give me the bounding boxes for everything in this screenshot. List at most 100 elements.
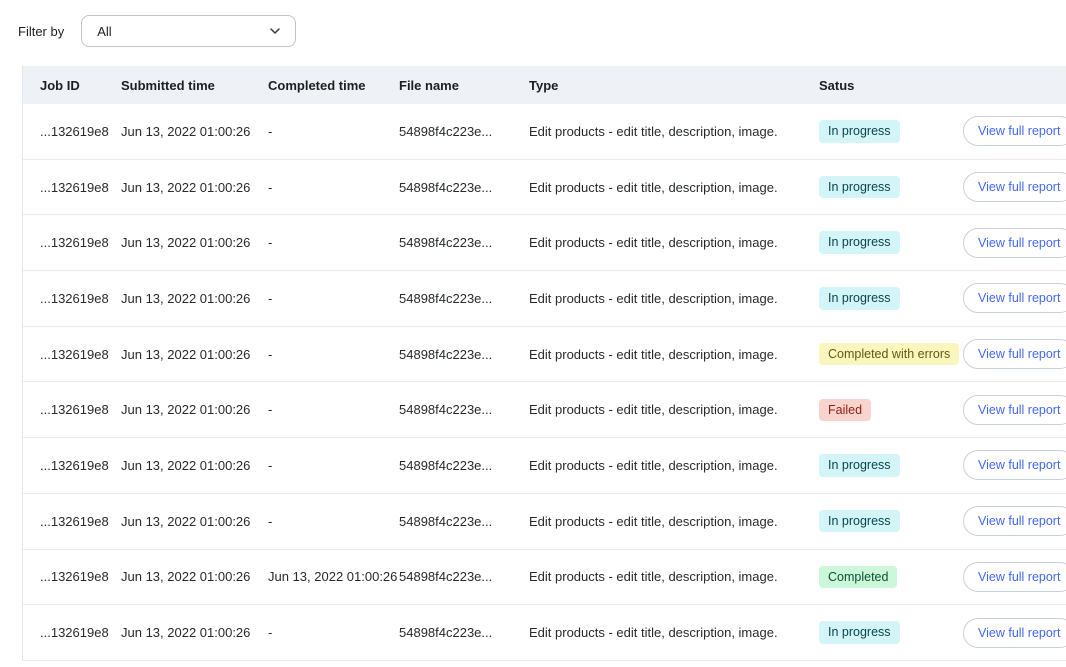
filter-by-label: Filter by: [18, 23, 65, 39]
status-cell: In progress: [819, 287, 963, 310]
file-name-cell: 54898f4c223e...: [399, 346, 493, 362]
submitted-time-cell: Jun 13, 2022 01:00:26: [121, 569, 251, 585]
status-cell: Completed with errors: [819, 342, 963, 366]
completed-time-cell: -: [268, 346, 273, 362]
type-cell: Edit products - edit title, description,…: [529, 346, 778, 362]
type-cell: Edit products - edit title, description,…: [529, 625, 778, 641]
actions-cell: View full report: [963, 283, 1066, 314]
file-name-cell: 54898f4c223e...: [399, 457, 493, 473]
status-cell: In progress: [819, 120, 963, 143]
status-badge: Failed: [819, 398, 872, 422]
status-cell: In progress: [819, 175, 963, 199]
actions-cell: View full report: [963, 506, 1066, 537]
table-row: ...132619e8 Jun 13, 2022 01:00:26 - 5489…: [23, 605, 1066, 661]
job-id-cell: ...132619e8: [40, 402, 109, 418]
column-header-job-id: Job ID: [40, 77, 80, 93]
view-full-report-button[interactable]: View full report: [963, 450, 1066, 481]
actions-cell: View full report: [963, 339, 1066, 370]
submitted-time-cell: Jun 13, 2022 01:00:26: [121, 290, 251, 306]
view-full-report-button[interactable]: View full report: [963, 283, 1066, 314]
job-id-cell: ...132619e8: [40, 513, 109, 529]
table-row: ...132619e8 Jun 13, 2022 01:00:26 Jun 13…: [23, 549, 1066, 606]
status-cell: In progress: [819, 454, 963, 477]
file-name-cell: 54898f4c223e...: [399, 123, 493, 139]
completed-time-cell: -: [268, 179, 273, 195]
completed-time-cell: -: [268, 625, 273, 641]
job-id-cell: ...132619e8: [40, 346, 109, 362]
column-header-submitted-time: Submitted time: [121, 77, 215, 93]
file-name-cell: 54898f4c223e...: [399, 179, 493, 195]
type-cell: Edit products - edit title, description,…: [529, 179, 778, 195]
view-full-report-button[interactable]: View full report: [963, 172, 1066, 203]
job-id-cell: ...132619e8: [40, 290, 109, 306]
column-header-file-name: File name: [399, 77, 459, 93]
table-row: ...132619e8 Jun 13, 2022 01:00:26 - 5489…: [23, 382, 1066, 439]
completed-time-cell: -: [268, 402, 273, 418]
submitted-time-cell: Jun 13, 2022 01:00:26: [121, 179, 251, 195]
file-name-cell: 54898f4c223e...: [399, 625, 493, 641]
table-row: ...132619e8 Jun 13, 2022 01:00:26 - 5489…: [23, 438, 1066, 494]
job-id-cell: ...132619e8: [40, 569, 109, 585]
status-badge: In progress: [819, 621, 900, 644]
submitted-time-cell: Jun 13, 2022 01:00:26: [121, 457, 251, 473]
view-full-report-button[interactable]: View full report: [963, 339, 1066, 370]
completed-time-cell: -: [268, 457, 273, 473]
completed-time-cell: -: [268, 513, 273, 529]
type-cell: Edit products - edit title, description,…: [529, 235, 778, 251]
status-badge: Completed with errors: [819, 342, 960, 366]
filter-dropdown[interactable]: All: [81, 15, 297, 47]
job-id-cell: ...132619e8: [40, 625, 109, 641]
submitted-time-cell: Jun 13, 2022 01:00:26: [121, 235, 251, 251]
status-cell: Failed: [819, 398, 963, 422]
view-full-report-button[interactable]: View full report: [963, 227, 1066, 258]
jobs-table: Job ID Submitted time Completed time Fil…: [22, 66, 1066, 661]
completed-time-cell: -: [268, 290, 273, 306]
column-header-status: Satus: [819, 77, 855, 93]
actions-cell: View full report: [963, 172, 1066, 203]
table-row: ...132619e8 Jun 13, 2022 01:00:26 - 5489…: [23, 271, 1066, 327]
status-badge: In progress: [819, 509, 900, 533]
table-row: ...132619e8 Jun 13, 2022 01:00:26 - 5489…: [23, 493, 1066, 550]
submitted-time-cell: Jun 13, 2022 01:00:26: [121, 513, 251, 529]
file-name-cell: 54898f4c223e...: [399, 569, 493, 585]
type-cell: Edit products - edit title, description,…: [529, 457, 778, 473]
actions-cell: View full report: [963, 394, 1066, 425]
completed-time-cell: -: [268, 123, 273, 139]
table-row: ...132619e8 Jun 13, 2022 01:00:26 - 5489…: [23, 159, 1066, 216]
job-id-cell: ...132619e8: [40, 457, 109, 473]
view-full-report-button[interactable]: View full report: [963, 617, 1066, 648]
status-cell: In progress: [819, 621, 963, 644]
table-row: ...132619e8 Jun 13, 2022 01:00:26 - 5489…: [23, 326, 1066, 383]
filter-bar: Filter by All: [18, 15, 297, 47]
type-cell: Edit products - edit title, description,…: [529, 513, 778, 529]
actions-cell: View full report: [963, 561, 1066, 592]
view-full-report-button[interactable]: View full report: [963, 561, 1066, 592]
file-name-cell: 54898f4c223e...: [399, 513, 493, 529]
status-badge: In progress: [819, 175, 900, 199]
actions-cell: View full report: [963, 617, 1066, 648]
status-cell: In progress: [819, 509, 963, 533]
status-cell: Completed: [819, 565, 963, 589]
view-full-report-button[interactable]: View full report: [963, 506, 1066, 537]
status-badge: In progress: [819, 231, 900, 254]
chevron-down-icon: [268, 24, 282, 38]
type-cell: Edit products - edit title, description,…: [529, 569, 778, 585]
table-row: ...132619e8 Jun 13, 2022 01:00:26 - 5489…: [23, 104, 1066, 160]
status-cell: In progress: [819, 231, 963, 254]
actions-cell: View full report: [963, 450, 1066, 481]
submitted-time-cell: Jun 13, 2022 01:00:26: [121, 123, 251, 139]
actions-cell: View full report: [963, 227, 1066, 258]
file-name-cell: 54898f4c223e...: [399, 235, 493, 251]
completed-time-cell: -: [268, 235, 273, 251]
file-name-cell: 54898f4c223e...: [399, 290, 493, 306]
view-full-report-button[interactable]: View full report: [963, 116, 1066, 147]
job-id-cell: ...132619e8: [40, 179, 109, 195]
completed-time-cell: Jun 13, 2022 01:00:26: [268, 569, 398, 585]
table-header-row: Job ID Submitted time Completed time Fil…: [23, 66, 1066, 104]
status-badge: In progress: [819, 454, 900, 477]
view-full-report-button[interactable]: View full report: [963, 394, 1066, 425]
table-body: ...132619e8 Jun 13, 2022 01:00:26 - 5489…: [23, 104, 1066, 661]
submitted-time-cell: Jun 13, 2022 01:00:26: [121, 402, 251, 418]
job-id-cell: ...132619e8: [40, 235, 109, 251]
submitted-time-cell: Jun 13, 2022 01:00:26: [121, 625, 251, 641]
